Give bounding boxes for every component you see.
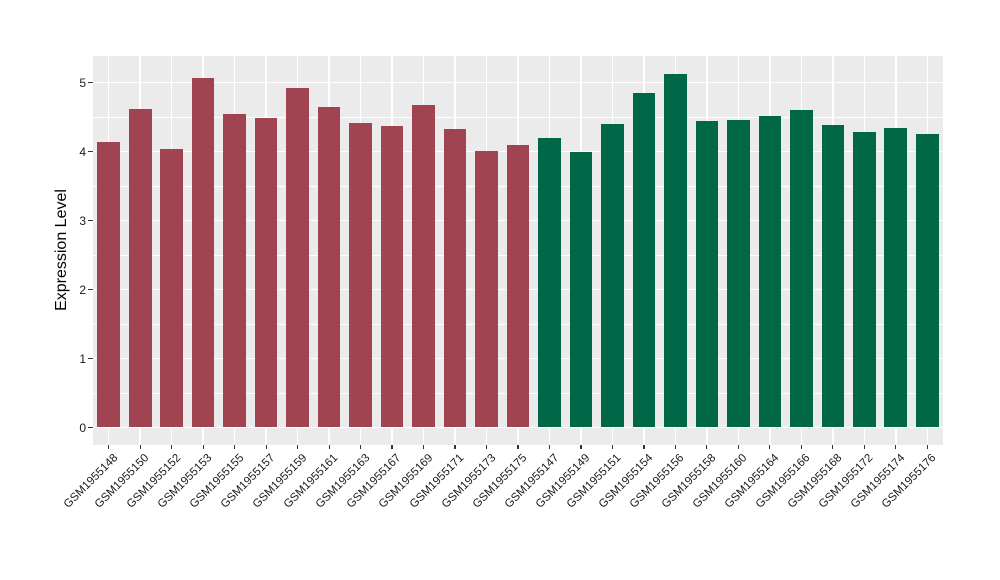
bar-GSM1955147 xyxy=(538,138,561,428)
y-tick-mark xyxy=(88,357,93,360)
x-tick-mark xyxy=(580,445,582,449)
x-tick-mark xyxy=(895,445,897,449)
bar-GSM1955151 xyxy=(601,123,624,428)
y-tick-label: 4 xyxy=(79,144,86,159)
x-tick-mark xyxy=(454,445,456,449)
bar-GSM1955153 xyxy=(191,77,215,428)
bar-GSM1955176 xyxy=(915,133,939,428)
bar-GSM1955167 xyxy=(380,125,404,428)
y-tick-mark xyxy=(88,426,93,429)
x-tick-mark xyxy=(108,445,110,449)
bar-GSM1955149 xyxy=(569,152,593,428)
x-tick-mark xyxy=(485,445,488,449)
bar-GSM1955159 xyxy=(286,88,309,428)
bar-GSM1955154 xyxy=(632,92,656,428)
y-tick-label: 2 xyxy=(79,282,86,297)
x-tick-mark xyxy=(674,445,676,449)
bar-GSM1955168 xyxy=(821,125,845,428)
x-tick-mark xyxy=(611,445,614,449)
x-tick-mark xyxy=(234,445,236,449)
x-tick-mark xyxy=(706,445,708,449)
x-tick-mark xyxy=(139,445,141,449)
y-tick-label: 0 xyxy=(79,420,86,435)
bar-GSM1955171 xyxy=(443,128,467,428)
bar-GSM1955148 xyxy=(97,141,121,428)
x-tick-mark xyxy=(328,445,330,449)
x-tick-mark xyxy=(863,445,865,449)
bar-GSM1955152 xyxy=(160,149,183,428)
bar-GSM1955158 xyxy=(695,121,719,428)
x-tick-mark xyxy=(265,445,267,449)
y-tick-mark xyxy=(88,219,93,222)
y-tick-label: 1 xyxy=(79,351,86,366)
x-tick-mark xyxy=(643,445,645,449)
bar-GSM1955174 xyxy=(884,128,908,428)
bar-GSM1955173 xyxy=(475,150,498,428)
bar-GSM1955164 xyxy=(758,115,782,428)
bar-GSM1955155 xyxy=(223,113,246,428)
bar-GSM1955150 xyxy=(128,108,152,428)
bar-GSM1955163 xyxy=(349,123,372,428)
x-tick-mark xyxy=(171,445,173,449)
x-tick-mark xyxy=(202,445,204,449)
bar-GSM1955169 xyxy=(412,105,435,428)
x-tick-mark xyxy=(800,445,802,449)
y-tick-mark xyxy=(88,288,93,291)
x-tick-mark xyxy=(926,445,928,449)
x-tick-mark xyxy=(517,445,519,449)
x-tick-mark xyxy=(359,445,362,449)
y-tick-mark xyxy=(88,150,93,153)
x-tick-mark xyxy=(832,445,834,449)
x-tick-mark xyxy=(769,445,771,449)
x-tick-mark xyxy=(737,445,739,449)
bar-GSM1955172 xyxy=(852,132,876,428)
x-tick-mark xyxy=(422,445,425,449)
y-tick-mark xyxy=(88,81,93,84)
x-tick-mark xyxy=(297,445,299,449)
bar-GSM1955175 xyxy=(506,145,530,428)
bar-GSM1955157 xyxy=(254,118,278,428)
bar-GSM1955156 xyxy=(664,74,687,428)
bar-GSM1955160 xyxy=(727,119,750,428)
x-tick-label: GSM1955148 xyxy=(61,452,121,511)
bar-GSM1955161 xyxy=(317,106,341,428)
plot-panel xyxy=(93,56,943,445)
y-tick-label: 5 xyxy=(79,75,86,90)
y-tick-label: 3 xyxy=(79,213,86,228)
bar-GSM1955166 xyxy=(790,110,813,428)
x-tick-mark xyxy=(391,445,393,449)
x-tick-mark xyxy=(548,445,551,449)
